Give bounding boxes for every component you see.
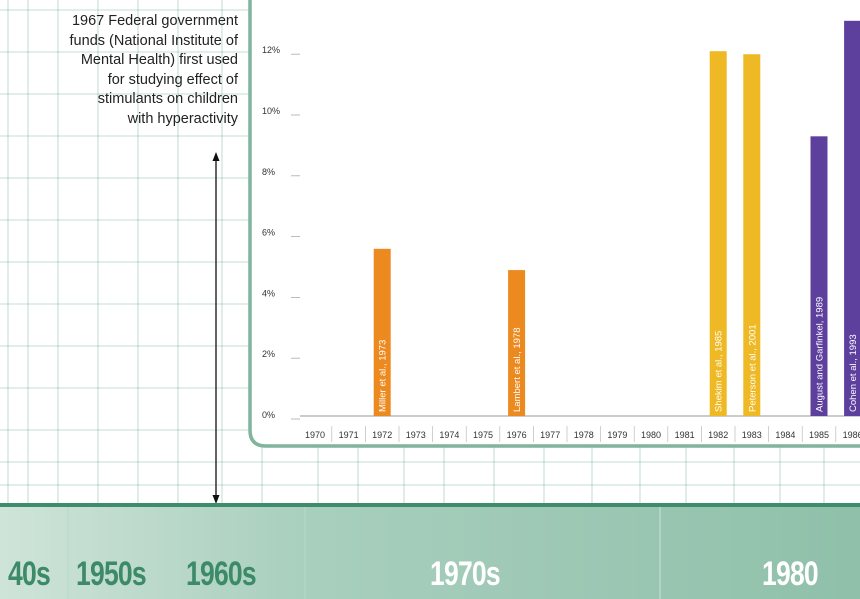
- y-tick-label: 6%: [262, 228, 275, 238]
- x-axis: 1970 1971 1972 1973 1974 1975 1976 1977 1978 1979…: [305, 426, 860, 442]
- x-tick-label: 1970: [305, 430, 325, 440]
- bar: [709, 51, 727, 416]
- y-tick-label: 8%: [262, 167, 275, 177]
- decade-label-1940s: 40s: [8, 555, 51, 593]
- x-tick-label: 1978: [574, 430, 594, 440]
- x-tick-label: 1986: [843, 430, 860, 440]
- bar: [508, 270, 526, 416]
- x-tick-label: 1975: [473, 430, 493, 440]
- bar: [810, 136, 828, 416]
- x-tick-label: 1980: [641, 430, 661, 440]
- decade-label-1950s: 1950s: [76, 555, 147, 593]
- x-tick-label: 1972: [372, 430, 392, 440]
- y-tick-label: 0%: [262, 410, 275, 420]
- x-tick-label: 1973: [406, 430, 426, 440]
- annotation-line: Mental Health) first used: [80, 52, 238, 68]
- x-tick-label: 1974: [439, 430, 459, 440]
- bar-label: Cohen et al., 1993: [848, 334, 859, 412]
- decade-label-1960s: 1960s: [186, 555, 257, 593]
- annotation-line: for studying effect of: [107, 71, 238, 88]
- y-tick-label: 2%: [262, 349, 275, 359]
- x-tick-label: 1984: [775, 430, 795, 440]
- bar-label: Lambert et al., 1978: [512, 328, 523, 413]
- x-tick-label: 1976: [507, 430, 527, 440]
- decade-label-1970s: 1970s: [430, 555, 501, 593]
- decade-label-1980s: 1980: [762, 555, 819, 593]
- bar: [844, 20, 860, 417]
- y-axis: 0% 2% 4% 6% 8% 10% 12%: [262, 45, 300, 420]
- annotation-line: stimulants on children: [97, 91, 238, 107]
- timeline-top-line: [0, 503, 860, 507]
- x-tick-label: 1977: [540, 430, 560, 440]
- x-tick-label: 1983: [742, 430, 762, 440]
- annotation-1967: 1967 Federal government funds (National …: [10, 12, 238, 129]
- timeline-band-fill: [0, 507, 860, 599]
- bar: [373, 248, 391, 416]
- y-tick-label: 10%: [262, 106, 280, 116]
- y-tick-label: 12%: [262, 45, 280, 55]
- annotation-line: 1967 Federal government: [71, 13, 238, 29]
- bar-label: Miller et al., 1973: [378, 340, 389, 412]
- bars-group: Miller et al., 1973 Lambert et al., 1978 S…: [373, 20, 860, 417]
- y-tick-label: 4%: [262, 288, 275, 298]
- x-tick-label: 1981: [675, 430, 695, 440]
- x-tick-label: 1985: [809, 430, 829, 440]
- x-tick-label: 1982: [708, 430, 728, 440]
- bar-label: Shekim et al., 1985: [714, 331, 725, 412]
- bar: [743, 54, 761, 417]
- timeline-band: [0, 503, 860, 599]
- chart-panel-background: [250, 0, 860, 446]
- annotation-line: with hyperactivity: [127, 110, 238, 127]
- annotation-line: funds (National Institute of: [69, 32, 238, 49]
- x-tick-label: 1971: [339, 430, 359, 440]
- chart-panel-border: [248, 0, 860, 448]
- x-tick-label: 1979: [607, 430, 627, 440]
- bar-label: August and Garfinkel, 1989: [815, 297, 826, 412]
- bar-label: Peterson et al., 2001: [747, 324, 758, 412]
